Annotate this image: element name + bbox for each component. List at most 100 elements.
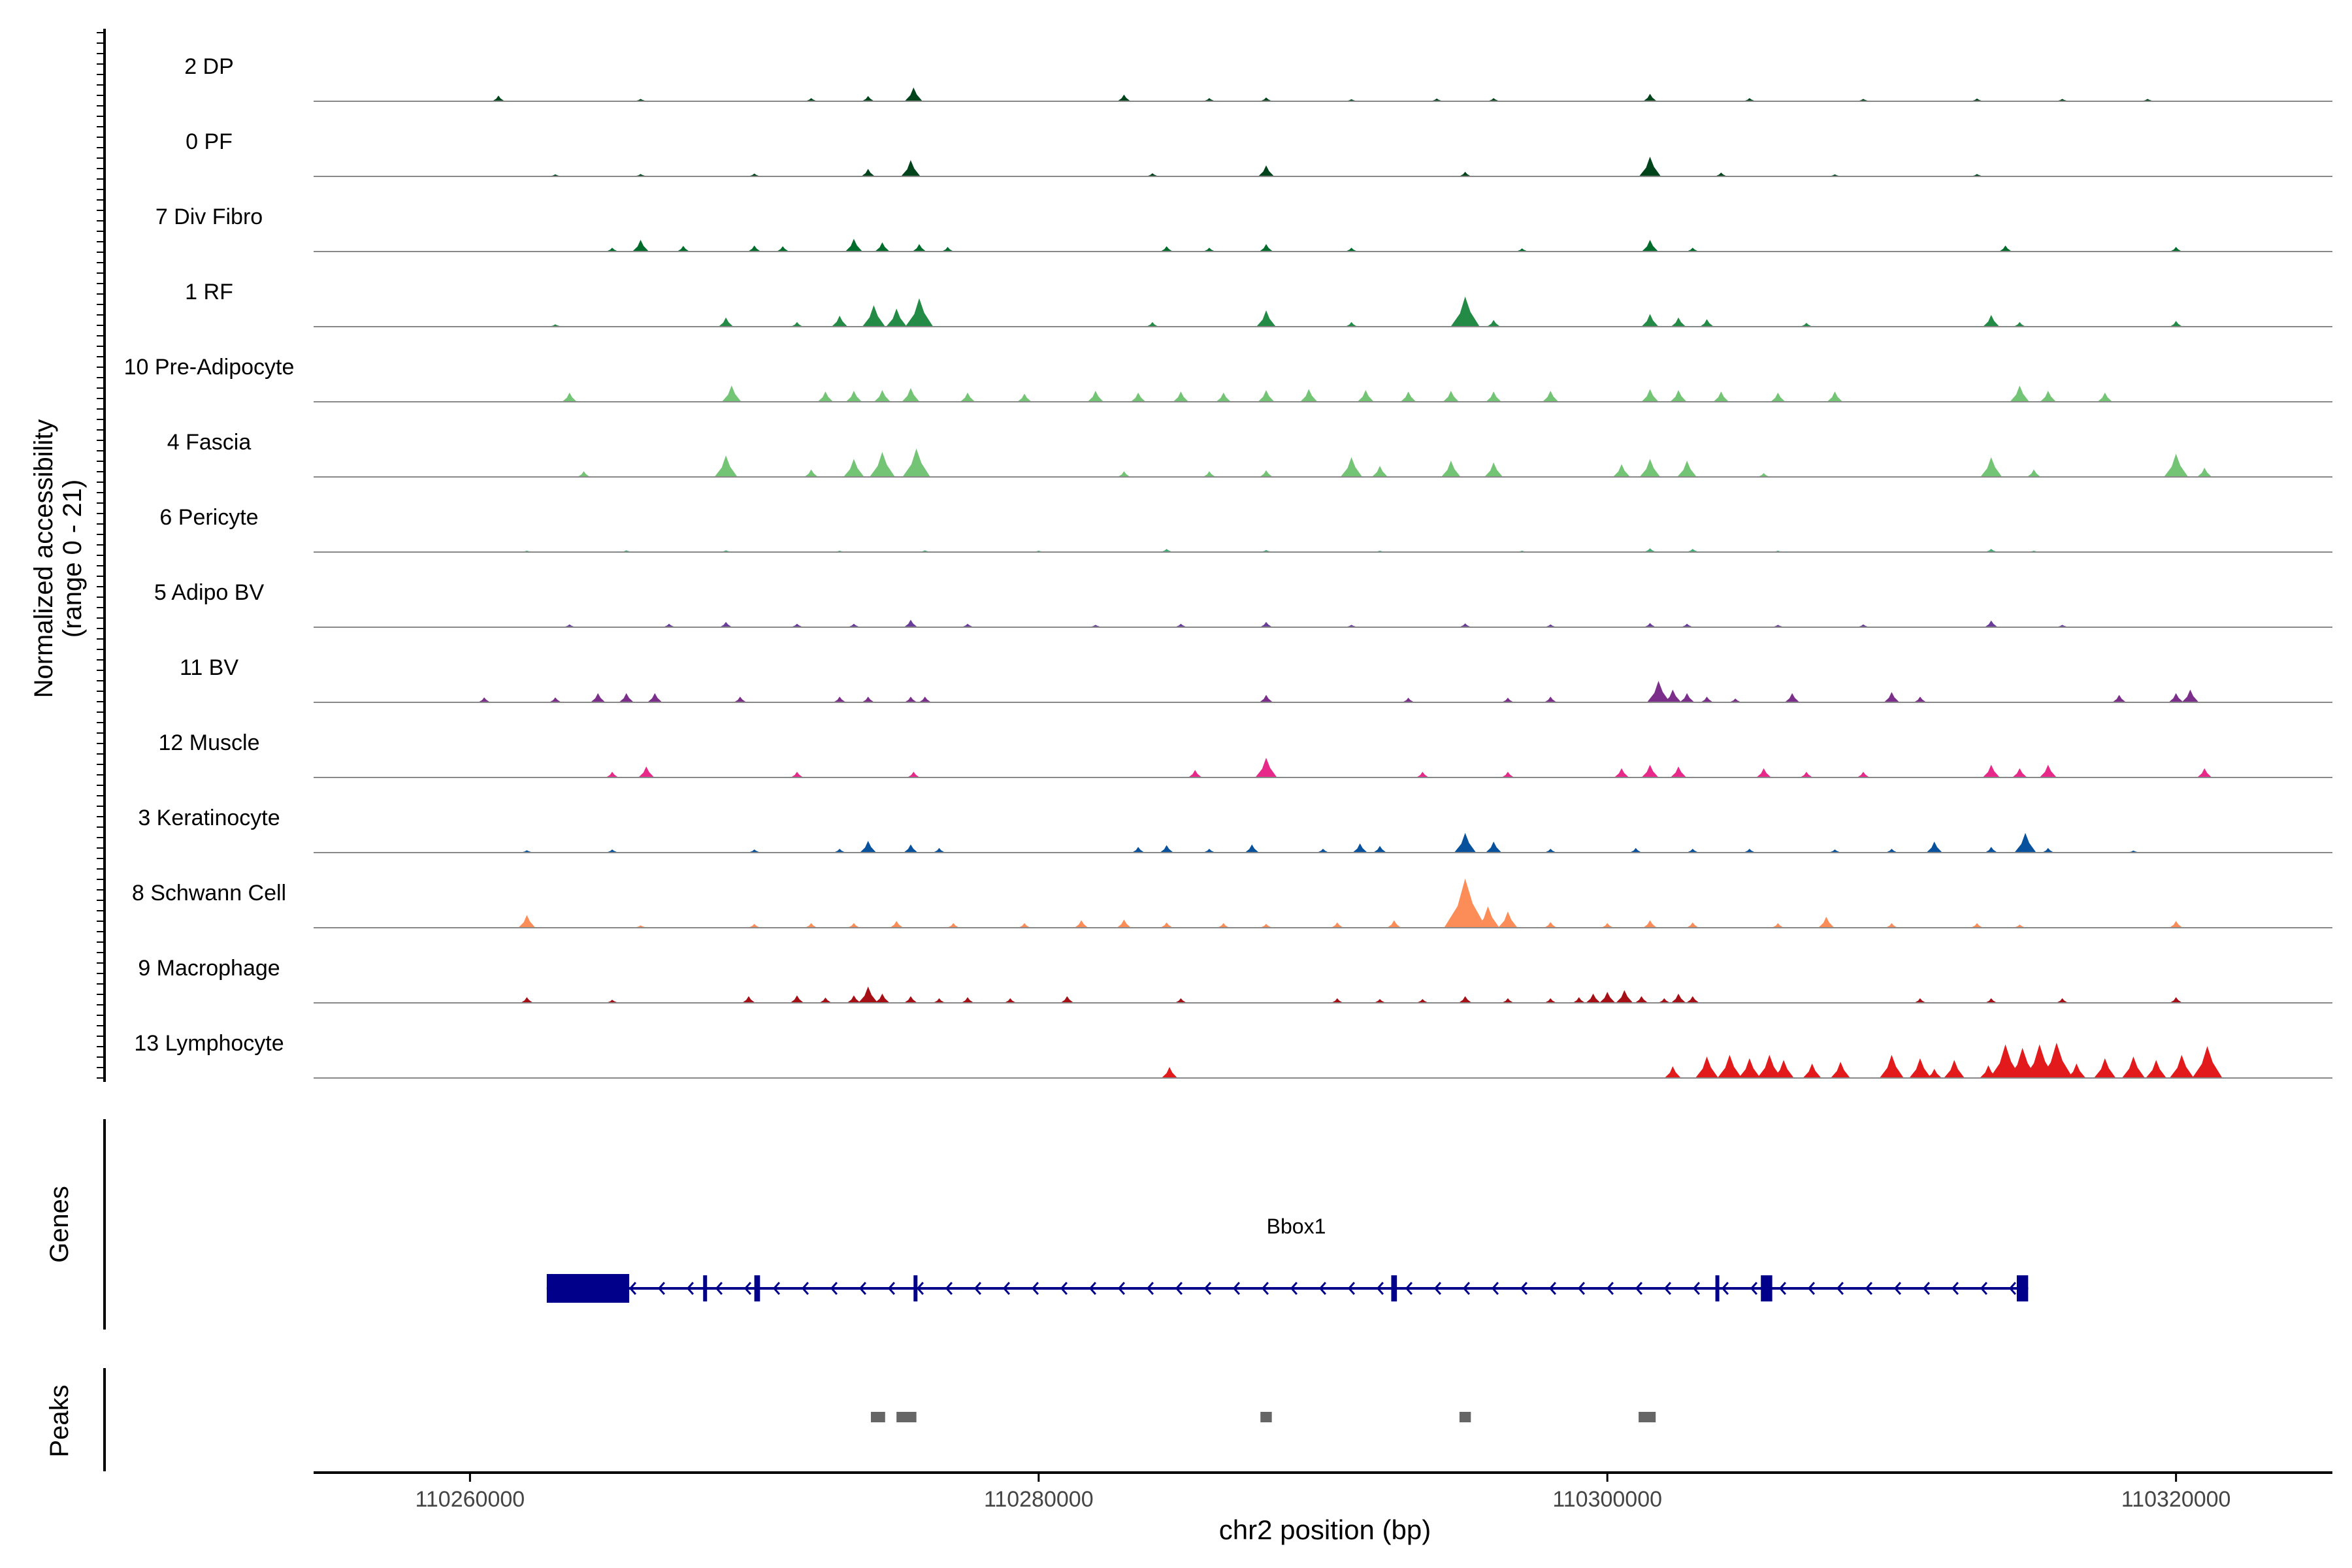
strand-arrow xyxy=(2008,1282,2016,1295)
coverage-tracks: 2 DP 0 PF 7 Div Fibro 1 RF 10 Pre-Adipocyte 4… xyxy=(124,54,2332,1079)
strand-arrow xyxy=(1922,1282,1930,1295)
strand-arrow xyxy=(1002,1282,1010,1295)
strand-arrow xyxy=(1778,1282,1786,1295)
track-10-pre-adipocyte: 10 Pre-Adipocyte xyxy=(124,355,2332,402)
track-label: 9 Macrophage xyxy=(138,956,280,981)
strand-arrow xyxy=(830,1282,838,1295)
strand-arrow xyxy=(1807,1282,1815,1295)
strand-arrow xyxy=(743,1282,751,1295)
strand-arrow xyxy=(1376,1282,1384,1295)
gene-exon xyxy=(1715,1275,1720,1301)
strand-arrow xyxy=(1347,1282,1355,1295)
strand-arrow xyxy=(715,1282,723,1295)
track-5-adipo-bv: 5 Adipo BV xyxy=(154,580,2332,628)
track-3-keratinocyte: 3 Keratinocyte xyxy=(138,806,2332,853)
genes-panel-label: Genes xyxy=(45,1186,74,1263)
track-label: 7 Div Fibro xyxy=(155,204,263,229)
strand-arrow xyxy=(1318,1282,1326,1295)
strand-arrow xyxy=(1203,1282,1211,1295)
strand-arrow xyxy=(1088,1282,1096,1295)
strand-arrow xyxy=(1865,1282,1872,1295)
peak-regions xyxy=(871,1412,1656,1422)
strand-arrow xyxy=(1980,1282,1987,1295)
strand-arrow xyxy=(629,1282,636,1295)
strand-arrow xyxy=(1117,1282,1125,1295)
coverage-area xyxy=(314,1042,2332,1079)
strand-arrow xyxy=(945,1282,953,1295)
strand-arrow xyxy=(1663,1282,1671,1295)
track-label: 4 Fascia xyxy=(167,430,252,455)
strand-arrow xyxy=(1405,1282,1413,1295)
strand-arrow xyxy=(772,1282,780,1295)
strand-arrow xyxy=(973,1282,981,1295)
track-2-dp: 2 DP xyxy=(184,54,2332,102)
coverage-area xyxy=(314,987,2332,1004)
gene-exon xyxy=(1391,1275,1397,1301)
track-12-muscle: 12 Muscle xyxy=(159,730,2332,778)
track-label: 3 Keratinocyte xyxy=(138,806,280,830)
strand-arrow xyxy=(1290,1282,1298,1295)
coverage-y-axis-ticks xyxy=(97,32,105,1079)
track-label: 2 DP xyxy=(184,54,234,79)
strand-arrow xyxy=(1060,1282,1068,1295)
gene-name-label: Bbox1 xyxy=(1267,1215,1326,1238)
track-11-bv: 11 BV xyxy=(180,655,2332,703)
strand-arrow xyxy=(1433,1282,1441,1295)
strand-arrow xyxy=(1491,1282,1499,1295)
peak-region xyxy=(1639,1412,1656,1422)
strand-arrow xyxy=(1836,1282,1844,1295)
strand-arrow xyxy=(801,1282,809,1295)
strand-arrow xyxy=(657,1282,665,1295)
track-label: 6 Pericyte xyxy=(159,505,258,530)
track-label: 11 BV xyxy=(180,655,238,680)
coverage-area xyxy=(314,878,2332,928)
coverage-area xyxy=(314,448,2332,478)
strand-arrow xyxy=(1606,1282,1614,1295)
peak-region xyxy=(1459,1412,1471,1422)
strand-arrow xyxy=(887,1282,895,1295)
strand-arrow xyxy=(1232,1282,1240,1295)
y-axis-range-label: (range 0 - 21) xyxy=(58,480,87,638)
strand-arrow xyxy=(1031,1282,1039,1295)
x-axis-label: chr2 position (bp) xyxy=(1219,1514,1431,1545)
strand-arrow xyxy=(1635,1282,1642,1295)
coverage-area xyxy=(314,681,2332,703)
x-tick-label: 110260000 xyxy=(416,1487,525,1512)
track-9-macrophage: 9 Macrophage xyxy=(138,956,2332,1004)
track-label: 10 Pre-Adipocyte xyxy=(124,355,295,380)
gene-exon xyxy=(913,1275,918,1301)
track-6-pericyte: 6 Pericyte xyxy=(159,505,2332,553)
track-8-schwann-cell: 8 Schwann Cell xyxy=(132,878,2332,928)
peak-region xyxy=(896,1412,917,1422)
coverage-area xyxy=(314,619,2332,628)
track-label: 1 RF xyxy=(185,280,233,304)
gene-exon xyxy=(1761,1275,1772,1301)
x-tick-label: 110280000 xyxy=(984,1487,1094,1512)
track-4-fascia: 4 Fascia xyxy=(167,430,2332,478)
strand-arrow xyxy=(686,1282,694,1295)
x-tick-label: 110300000 xyxy=(1552,1487,1662,1512)
coverage-area xyxy=(314,156,2332,177)
coverage-area xyxy=(314,238,2332,252)
strand-arrow xyxy=(1951,1282,1959,1295)
strand-arrow xyxy=(916,1282,924,1295)
strand-arrow xyxy=(1520,1282,1527,1295)
track-1-rf: 1 RF xyxy=(185,280,2332,327)
peak-region xyxy=(1260,1412,1272,1422)
y-axis-label: Normalized accessibility xyxy=(29,419,58,698)
peak-region xyxy=(871,1412,885,1422)
gene-exon xyxy=(754,1275,760,1301)
strand-arrow xyxy=(1721,1282,1729,1295)
strand-arrow xyxy=(1462,1282,1470,1295)
coverage-area xyxy=(314,832,2332,853)
strand-arrow xyxy=(1175,1282,1183,1295)
strand-arrow xyxy=(1893,1282,1901,1295)
gene-model xyxy=(546,1274,2029,1303)
strand-arrow xyxy=(1692,1282,1700,1295)
track-label: 12 Muscle xyxy=(159,730,260,755)
strand-arrow xyxy=(1750,1282,1757,1295)
coverage-area xyxy=(314,296,2332,327)
track-13-lymphocyte: 13 Lymphocyte xyxy=(134,1031,2332,1079)
peaks-panel-label: Peaks xyxy=(45,1384,74,1457)
